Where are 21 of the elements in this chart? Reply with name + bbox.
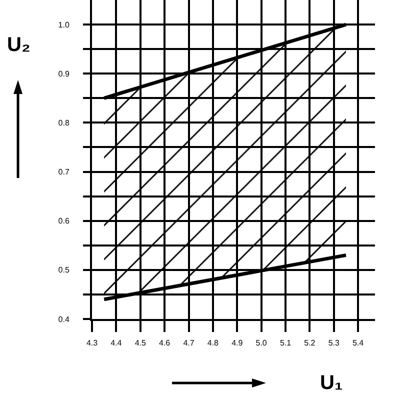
- y-tick-label: 0.5: [58, 266, 70, 275]
- x-axis-title: U₁: [320, 372, 343, 394]
- x-tick-label: 4.5: [134, 338, 146, 348]
- x-tick-label: 4.7: [183, 338, 195, 348]
- y-tick-label: 0.9: [58, 69, 70, 78]
- x-tick-label: 5.2: [304, 338, 316, 348]
- x-tick-label: 4.4: [110, 338, 122, 348]
- x-tick-label: 5.3: [328, 338, 340, 348]
- x-tick-label: 5.1: [280, 338, 292, 348]
- y-tick-label: 0.8: [58, 118, 70, 128]
- y-tick-label: 0.7: [58, 168, 70, 177]
- y-tick-label: 1.0: [58, 20, 70, 30]
- x-tick-label: 5.0: [256, 338, 268, 348]
- x-tick-label: 4.8: [207, 338, 220, 348]
- x-tick-label: 4.3: [86, 338, 98, 348]
- y-axis-title: U₂: [7, 34, 30, 56]
- y-tick-label: 0.6: [58, 216, 70, 226]
- y-tick-label: 0.4: [58, 314, 70, 324]
- x-tick-label: 4.6: [158, 338, 171, 348]
- x-tick-label: 5.4: [352, 338, 364, 348]
- x-tick-label: 4.9: [232, 338, 244, 348]
